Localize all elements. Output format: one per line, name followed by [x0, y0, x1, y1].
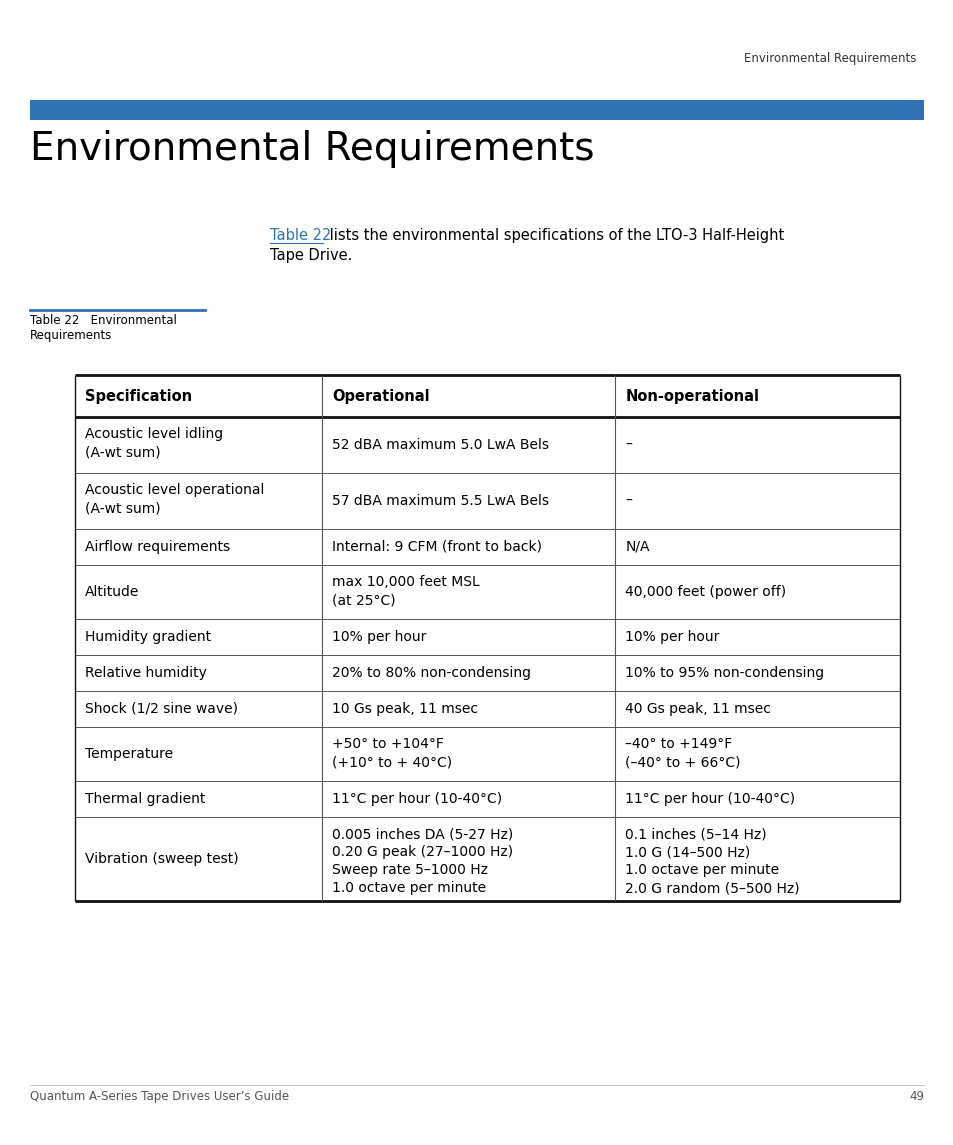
- Text: –: –: [625, 439, 632, 452]
- Text: Acoustic level operational: Acoustic level operational: [85, 483, 264, 497]
- Text: Temperature: Temperature: [85, 747, 172, 761]
- Text: 10% to 95% non-condensing: 10% to 95% non-condensing: [625, 666, 823, 680]
- Text: 2.0 G random (5–500 Hz): 2.0 G random (5–500 Hz): [625, 881, 800, 895]
- Text: 49: 49: [908, 1090, 923, 1103]
- Text: Table 22   Environmental
Requirements: Table 22 Environmental Requirements: [30, 314, 176, 342]
- Text: Vibration (sweep test): Vibration (sweep test): [85, 852, 238, 866]
- Text: lists the environmental specifications of the LTO-3 Half-Height: lists the environmental specifications o…: [325, 228, 783, 243]
- Text: Airflow requirements: Airflow requirements: [85, 540, 230, 554]
- Text: –: –: [625, 493, 632, 508]
- Text: 1.0 octave per minute: 1.0 octave per minute: [625, 863, 779, 877]
- Text: 10% per hour: 10% per hour: [333, 630, 426, 643]
- Text: 1.0 octave per minute: 1.0 octave per minute: [333, 881, 486, 895]
- Bar: [30, 100, 923, 120]
- Text: Altitude: Altitude: [85, 585, 139, 599]
- Text: 0.005 inches DA (5-27 Hz): 0.005 inches DA (5-27 Hz): [333, 827, 514, 840]
- Text: Environmental Requirements: Environmental Requirements: [30, 131, 594, 168]
- Text: Humidity gradient: Humidity gradient: [85, 630, 211, 643]
- Text: Quantum A-Series Tape Drives User’s Guide: Quantum A-Series Tape Drives User’s Guid…: [30, 1090, 289, 1103]
- Text: (A-wt sum): (A-wt sum): [85, 445, 160, 459]
- Text: +50° to +104°F: +50° to +104°F: [333, 737, 444, 751]
- Text: Acoustic level idling: Acoustic level idling: [85, 427, 223, 441]
- Text: 11°C per hour (10-40°C): 11°C per hour (10-40°C): [625, 792, 795, 806]
- Text: 0.1 inches (5–14 Hz): 0.1 inches (5–14 Hz): [625, 827, 766, 840]
- Text: Environmental Requirements: Environmental Requirements: [742, 52, 915, 65]
- Text: Relative humidity: Relative humidity: [85, 666, 207, 680]
- Text: 0.20 G peak (27–1000 Hz): 0.20 G peak (27–1000 Hz): [333, 845, 513, 859]
- Text: max 10,000 feet MSL: max 10,000 feet MSL: [333, 575, 479, 589]
- Text: 11°C per hour (10-40°C): 11°C per hour (10-40°C): [333, 792, 502, 806]
- Text: Table 22: Table 22: [270, 228, 331, 243]
- Text: –40° to +149°F: –40° to +149°F: [625, 737, 732, 751]
- Text: Internal: 9 CFM (front to back): Internal: 9 CFM (front to back): [333, 540, 542, 554]
- Text: (A-wt sum): (A-wt sum): [85, 502, 160, 515]
- Text: 57 dBA maximum 5.5 LwA Bels: 57 dBA maximum 5.5 LwA Bels: [333, 493, 549, 508]
- Text: Specification: Specification: [85, 388, 192, 403]
- Text: Operational: Operational: [333, 388, 430, 403]
- Text: 40 Gs peak, 11 msec: 40 Gs peak, 11 msec: [625, 702, 770, 716]
- Text: 10 Gs peak, 11 msec: 10 Gs peak, 11 msec: [333, 702, 478, 716]
- Text: Tape Drive.: Tape Drive.: [270, 248, 352, 263]
- Text: 52 dBA maximum 5.0 LwA Bels: 52 dBA maximum 5.0 LwA Bels: [333, 439, 549, 452]
- Text: 40,000 feet (power off): 40,000 feet (power off): [625, 585, 785, 599]
- Text: Thermal gradient: Thermal gradient: [85, 792, 205, 806]
- Text: (–40° to + 66°C): (–40° to + 66°C): [625, 755, 740, 769]
- Text: Sweep rate 5–1000 Hz: Sweep rate 5–1000 Hz: [333, 863, 488, 877]
- Text: 10% per hour: 10% per hour: [625, 630, 719, 643]
- Text: 1.0 G (14–500 Hz): 1.0 G (14–500 Hz): [625, 845, 750, 859]
- Text: N/A: N/A: [625, 540, 649, 554]
- Text: (at 25°C): (at 25°C): [333, 593, 395, 607]
- Text: Shock (1/2 sine wave): Shock (1/2 sine wave): [85, 702, 237, 716]
- Text: 20% to 80% non-condensing: 20% to 80% non-condensing: [333, 666, 531, 680]
- Text: Non-operational: Non-operational: [625, 388, 759, 403]
- Text: (+10° to + 40°C): (+10° to + 40°C): [333, 755, 452, 769]
